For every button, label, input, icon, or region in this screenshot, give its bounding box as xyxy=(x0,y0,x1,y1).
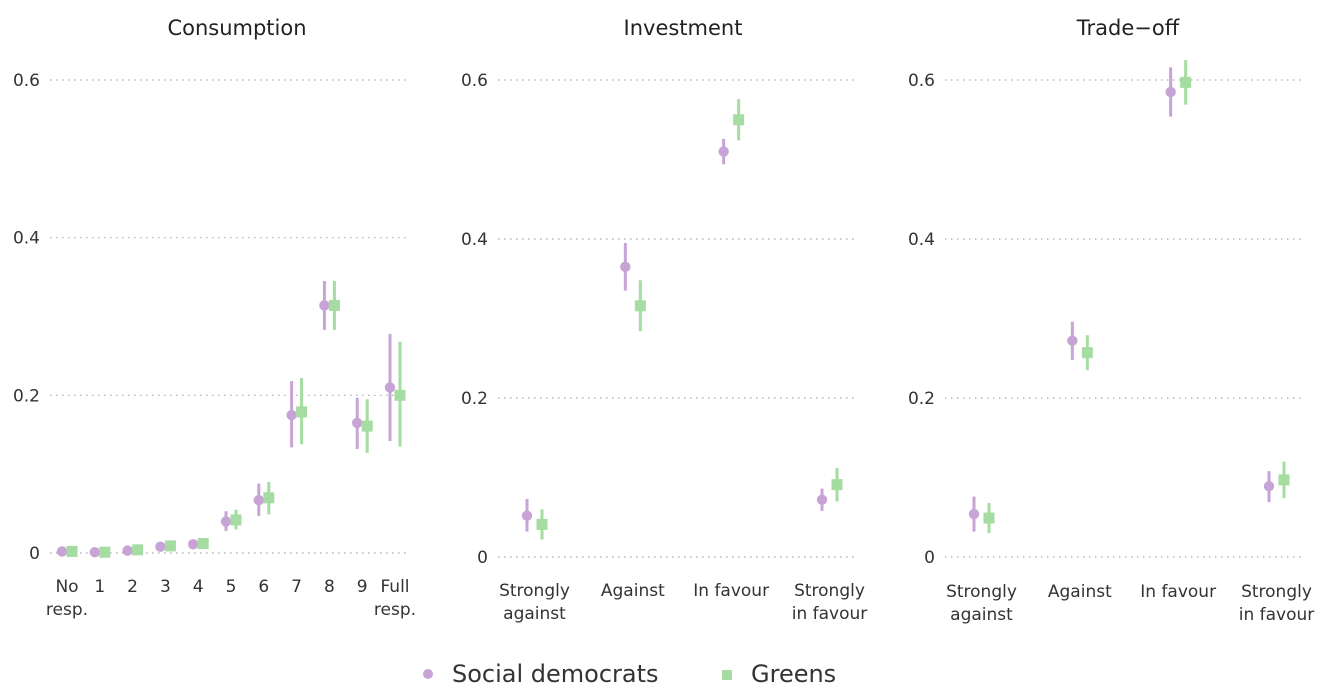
data-point xyxy=(394,389,406,401)
data-point xyxy=(718,146,729,157)
series-greens xyxy=(66,281,406,558)
y-tick-label: 0 xyxy=(29,544,40,564)
x-tick-label: No resp. xyxy=(46,577,88,620)
data-point xyxy=(122,545,133,556)
x-tick-label: Against xyxy=(601,581,665,601)
panel-title: Investment xyxy=(624,16,743,40)
data-point xyxy=(197,538,209,550)
data-point xyxy=(831,479,843,491)
data-point xyxy=(1067,335,1078,346)
data-point xyxy=(620,261,631,273)
x-tick-label: Against xyxy=(1048,582,1112,602)
y-tick-label: 0.4 xyxy=(908,230,935,250)
data-point xyxy=(521,510,533,521)
data-point xyxy=(1081,347,1093,359)
x-tick-label: 2 xyxy=(127,577,138,597)
chart-legend: Social democrats Greens xyxy=(423,660,836,686)
y-tick-label: 0.4 xyxy=(13,229,40,249)
y-tick-label: 0.6 xyxy=(461,71,488,91)
data-point xyxy=(263,492,275,504)
series-social-democrats xyxy=(521,138,828,532)
x-tick-label: 3 xyxy=(160,577,171,597)
data-point xyxy=(220,516,232,527)
data-point xyxy=(155,541,166,552)
chart-panels: Consumption 0 0.2 0.4 0.6 No resp. 1 2 3 4 5 6 7 8 9 Ful… xyxy=(13,16,1314,625)
data-point xyxy=(286,409,297,421)
series-greens xyxy=(983,60,1290,534)
data-point xyxy=(132,544,144,556)
data-point xyxy=(816,494,828,505)
panel-trade-off: Trade−off 0 0.2 0.4 0.6 Strongly against Agains… xyxy=(908,16,1314,625)
data-point xyxy=(66,545,78,557)
data-point xyxy=(188,539,199,550)
data-point xyxy=(361,420,373,432)
x-tick-label: 9 xyxy=(357,577,368,597)
x-tick-label: 8 xyxy=(324,577,335,597)
data-point xyxy=(352,417,363,429)
data-point xyxy=(733,114,745,126)
data-point xyxy=(164,540,176,552)
y-tick-label: 0 xyxy=(477,548,488,568)
y-tick-label: 0 xyxy=(924,548,935,568)
x-tick-label: In favour xyxy=(1140,582,1216,602)
data-point xyxy=(983,512,995,524)
legend-item-social-democrats: Social democrats xyxy=(423,660,659,686)
data-point xyxy=(1165,86,1176,98)
data-point xyxy=(968,508,980,520)
panel-title: Trade−off xyxy=(1076,16,1180,40)
panel-investment: Investment 0 0.2 0.4 0.6 Strongly against Again… xyxy=(461,16,867,624)
data-point xyxy=(230,514,242,526)
x-tick-label: Strongly in favour xyxy=(1239,582,1315,625)
data-point xyxy=(319,300,330,311)
x-tick-label: 6 xyxy=(258,577,269,597)
y-tick-label: 0.2 xyxy=(461,389,488,409)
x-tick-label: Strongly against xyxy=(946,582,1017,625)
data-point xyxy=(1180,76,1192,88)
y-tick-label: 0.6 xyxy=(13,71,40,91)
legend-marker xyxy=(423,669,433,679)
x-tick-label: Strongly in favour xyxy=(792,581,868,624)
x-tick-label: 7 xyxy=(291,577,302,597)
x-tick-label: 4 xyxy=(193,577,204,597)
series-social-democrats xyxy=(968,67,1275,532)
legend-label: Social democrats xyxy=(452,660,659,686)
x-tick-label: Strongly against xyxy=(499,581,570,624)
x-tick-label: Full resp. xyxy=(374,577,416,620)
y-tick-label: 0.2 xyxy=(908,389,935,409)
y-tick-label: 0.4 xyxy=(461,230,488,250)
series-greens xyxy=(536,99,843,540)
data-point xyxy=(296,406,308,418)
data-point xyxy=(1278,474,1290,486)
y-tick-label: 0.2 xyxy=(13,386,40,406)
data-point xyxy=(536,518,548,530)
data-point xyxy=(253,494,264,506)
x-tick-label: 5 xyxy=(226,577,237,597)
legend-item-greens: Greens xyxy=(722,660,836,686)
legend-marker xyxy=(722,670,732,680)
y-tick-label: 0.6 xyxy=(908,71,935,91)
data-point xyxy=(1263,481,1275,492)
data-point xyxy=(99,546,111,558)
data-point xyxy=(634,300,646,312)
data-point xyxy=(89,547,101,558)
data-point xyxy=(56,546,68,557)
panel-title: Consumption xyxy=(167,16,306,40)
legend-label: Greens xyxy=(751,660,836,686)
x-tick-label: In favour xyxy=(693,581,769,601)
x-tick-label: 1 xyxy=(94,577,105,597)
data-point xyxy=(384,382,396,393)
series-social-democrats xyxy=(56,281,396,558)
panel-consumption: Consumption 0 0.2 0.4 0.6 No resp. 1 2 3 4 5 6 7 8 9 Ful… xyxy=(13,16,416,620)
data-point xyxy=(328,299,340,311)
